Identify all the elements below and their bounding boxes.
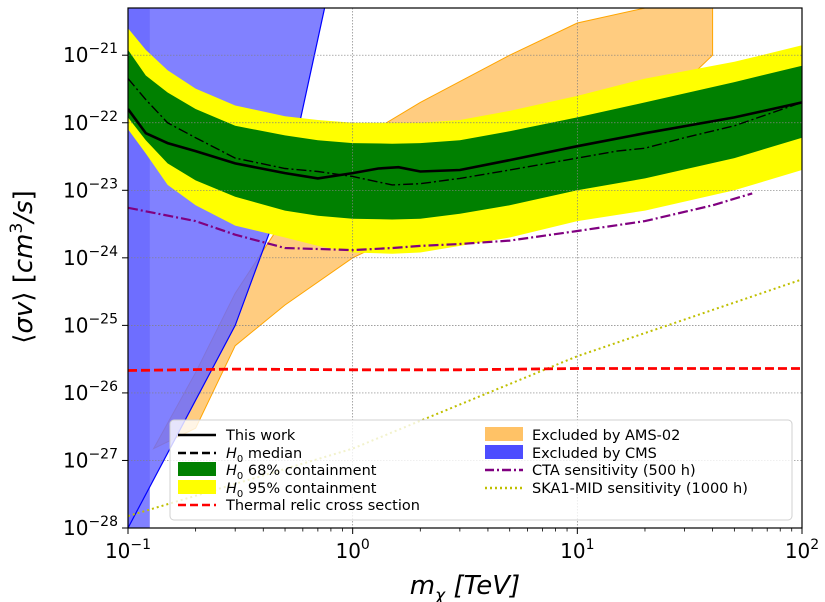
- y-tick-label-3: 10−25: [63, 311, 118, 337]
- y-tick-label-4: 10−24: [63, 244, 118, 270]
- legend-label-this-work: This work: [225, 428, 296, 444]
- y-tick-label-5: 10−23: [63, 176, 118, 202]
- plot-area: [128, 8, 802, 528]
- y-tick-label-6: 10−22: [63, 109, 118, 135]
- legend-label-ams02: Excluded by AMS-02: [532, 428, 680, 444]
- legend-label-thermal: Thermal relic cross section: [225, 498, 420, 514]
- legend-label-ska: SKA1-MID sensitivity (1000 h): [532, 481, 748, 497]
- x-axis-label: mχ [TeV]: [410, 571, 520, 602]
- thermal-relic-line: [128, 367, 802, 372]
- legend-box: [169, 419, 793, 521]
- cta-sensitivity-line: [128, 192, 753, 252]
- legend-label-band68: H0 68% containment: [226, 463, 377, 482]
- band-68-containment: [128, 49, 802, 220]
- legend-label-cta: CTA sensitivity (500 h): [532, 463, 696, 479]
- legend-swatch-ams02: [485, 427, 523, 441]
- x-tick-label-3: 102: [785, 537, 819, 563]
- legend-swatch-band95: [178, 480, 216, 494]
- legend-label-band95: H0 95% containment: [226, 481, 377, 500]
- y-tick-label-1: 10−27: [63, 446, 118, 472]
- h0-median-line: [128, 78, 802, 186]
- x-tick-label-1: 100: [335, 537, 369, 563]
- ska1-mid-sensitivity-line: [128, 278, 802, 518]
- x-tick-label-0: 10−1: [105, 537, 151, 563]
- axis-ticks: 10−1 100 101 102 10−28 10−27 10−26 10−25 10−24 10…: [63, 41, 819, 563]
- legend-swatch-band68: [178, 462, 216, 476]
- legend: This work H0 median H0 68% containment H…: [169, 419, 793, 521]
- x-tick-label-2: 101: [560, 537, 594, 563]
- legend-label-h0-median: H0 median: [226, 446, 302, 465]
- y-tick-label-7: 10−21: [63, 41, 118, 67]
- this-work-line: [128, 101, 802, 180]
- y-axis-label: ⟨σv⟩ [cm3/s]: [7, 190, 39, 344]
- y-tick-label-2: 10−26: [63, 379, 118, 405]
- plot-frame: [127, 7, 803, 529]
- legend-label-cms: Excluded by CMS: [532, 446, 657, 462]
- series-lines: [128, 78, 802, 518]
- y-tick-label-0: 10−28: [63, 514, 118, 540]
- legend-swatch-cms: [485, 445, 523, 459]
